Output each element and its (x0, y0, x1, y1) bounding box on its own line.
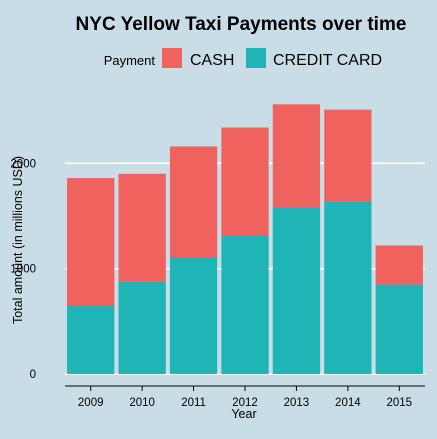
legend-label-credit-card: CREDIT CARD (273, 52, 382, 69)
bar-cash-2011 (169, 146, 218, 258)
y-tick-label-1000: 1000 (10, 264, 36, 276)
legend-swatch-credit-card (246, 48, 266, 68)
bar-credit-card-2015 (375, 284, 423, 374)
legend: Payment CASH CREDIT CARD (104, 48, 382, 69)
x-tick-label-2013: 2013 (284, 397, 310, 409)
bar-credit-card-2014 (324, 201, 372, 374)
x-tick-label-2014: 2014 (335, 397, 361, 409)
x-tick-label-2009: 2009 (78, 397, 104, 409)
chart-title: NYC Yellow Taxi Payments over time (76, 14, 407, 35)
x-tick-label-2011: 2011 (181, 397, 206, 409)
bar-cash-2013 (272, 104, 321, 208)
x-axis-ticks: 2009 2010 2011 2012 2013 2014 2015 (78, 386, 412, 409)
bar-credit-card-2010 (118, 281, 166, 374)
bar-cash-2015 (375, 245, 423, 285)
bar-credit-card-2012 (221, 236, 269, 374)
x-axis-title: Year (231, 407, 256, 421)
y-axis-title: Total amount (in millions USD) (11, 156, 25, 324)
bar-cash-2014 (324, 109, 372, 202)
legend-swatch-cash (162, 48, 182, 68)
bar-credit-card-2013 (272, 207, 321, 374)
x-tick-label-2012: 2012 (232, 397, 258, 409)
bar-cash-2010 (118, 173, 166, 282)
bar-cash-2009 (67, 178, 115, 306)
bar-cash-2012 (221, 127, 269, 236)
legend-label-cash: CASH (190, 52, 234, 69)
x-tick-label-2010: 2010 (129, 397, 155, 409)
bars (67, 104, 423, 374)
y-tick-label-2000: 2000 (10, 158, 36, 170)
bar-credit-card-2011 (169, 257, 218, 374)
legend-title: Payment (104, 53, 156, 68)
bar-credit-card-2009 (67, 305, 115, 374)
x-tick-label-2015: 2015 (386, 397, 412, 409)
y-axis-ticks: 0 1000 2000 (10, 158, 36, 381)
y-tick-label-0: 0 (30, 369, 36, 381)
